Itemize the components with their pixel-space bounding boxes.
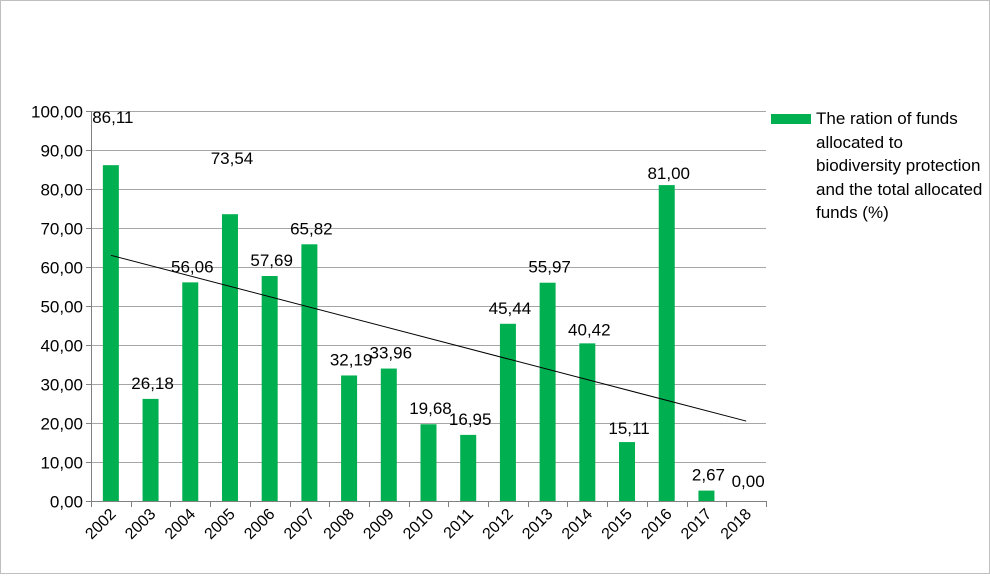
data-label: 0,00 xyxy=(732,472,765,491)
y-tick-label: 30,00 xyxy=(40,376,83,395)
data-label: 45,44 xyxy=(489,299,532,318)
data-label: 73,54 xyxy=(211,149,254,168)
data-label: 55,97 xyxy=(528,258,571,277)
x-tick-label: 2003 xyxy=(122,506,159,543)
x-tick-label: 2006 xyxy=(241,506,278,543)
data-label: 65,82 xyxy=(290,219,333,238)
bar xyxy=(301,244,318,501)
bar xyxy=(579,343,596,501)
data-label: 16,95 xyxy=(449,410,492,429)
data-label: 86,11 xyxy=(92,108,133,127)
trendline xyxy=(110,254,747,422)
data-labels: 86,11 26,18 56,06 73,54 57,69 65,82 32,1933,96… xyxy=(92,108,764,491)
data-label: 15,11 xyxy=(608,419,649,438)
bar xyxy=(341,375,358,501)
data-label: 81,00 xyxy=(647,164,690,183)
x-tick-label: 2018 xyxy=(718,506,755,543)
data-label: 2,67 xyxy=(692,466,725,485)
bar xyxy=(698,490,715,501)
data-label: 33,96 xyxy=(370,344,413,363)
x-tick-label: 2015 xyxy=(599,506,636,543)
bar xyxy=(102,165,119,501)
legend-swatch xyxy=(771,114,811,124)
bar xyxy=(619,442,636,501)
y-tick-label: 100,00 xyxy=(31,103,83,122)
y-tick-label: 70,00 xyxy=(40,220,83,239)
gridlines xyxy=(91,111,766,463)
bar xyxy=(221,214,238,501)
x-tick-label: 2011 xyxy=(441,506,477,542)
y-tick-label: 40,00 xyxy=(40,337,83,356)
y-tick-label: 0,00 xyxy=(50,493,83,512)
bar xyxy=(182,282,199,501)
bar xyxy=(142,398,159,501)
data-label: 32,19 xyxy=(330,350,373,369)
x-tick-label: 2016 xyxy=(638,506,675,543)
bar xyxy=(658,185,675,501)
data-label: 19,68 xyxy=(409,399,452,418)
x-tick-label: 2010 xyxy=(400,506,437,543)
y-tick-label: 80,00 xyxy=(40,181,83,200)
bar xyxy=(380,368,397,501)
x-tick-label: 2005 xyxy=(202,506,239,543)
x-tick-label: 2002 xyxy=(82,506,119,543)
bar xyxy=(460,434,477,501)
y-tick-label: 90,00 xyxy=(40,142,83,161)
bar xyxy=(420,424,437,501)
y-tick-label: 10,00 xyxy=(40,454,83,473)
y-tick-label: 20,00 xyxy=(40,415,83,434)
x-tick-label: 2008 xyxy=(321,506,358,543)
x-tick-label: 2004 xyxy=(162,506,199,543)
x-tick-label: 2013 xyxy=(519,506,556,543)
data-label: 40,42 xyxy=(568,320,611,339)
data-label: 57,69 xyxy=(250,251,293,270)
bar xyxy=(539,282,556,501)
x-tick-label: 2007 xyxy=(281,506,318,543)
y-tick-label: 60,00 xyxy=(40,259,83,278)
x-tick-label: 2009 xyxy=(360,506,397,543)
legend-label: The ration of funds allocated to biodive… xyxy=(816,109,983,222)
data-label: 26,18 xyxy=(131,374,174,393)
x-tick-label: 2014 xyxy=(559,506,596,543)
trendline-group xyxy=(110,254,747,422)
bar xyxy=(261,276,278,501)
x-axis: 2002 2003 2004 2005 2006 2007 2008 2009 2010 2011… xyxy=(82,501,767,543)
bars xyxy=(102,165,715,501)
x-tick-label: 2017 xyxy=(678,506,715,543)
data-label: 56,06 xyxy=(171,257,214,276)
y-axis: 0,00 10,00 20,00 30,00 40,00 50,00 60,00 70,00 8… xyxy=(31,103,92,512)
bar xyxy=(499,323,516,501)
y-tick-label: 50,00 xyxy=(40,298,83,317)
x-tick-label: 2012 xyxy=(480,506,517,543)
